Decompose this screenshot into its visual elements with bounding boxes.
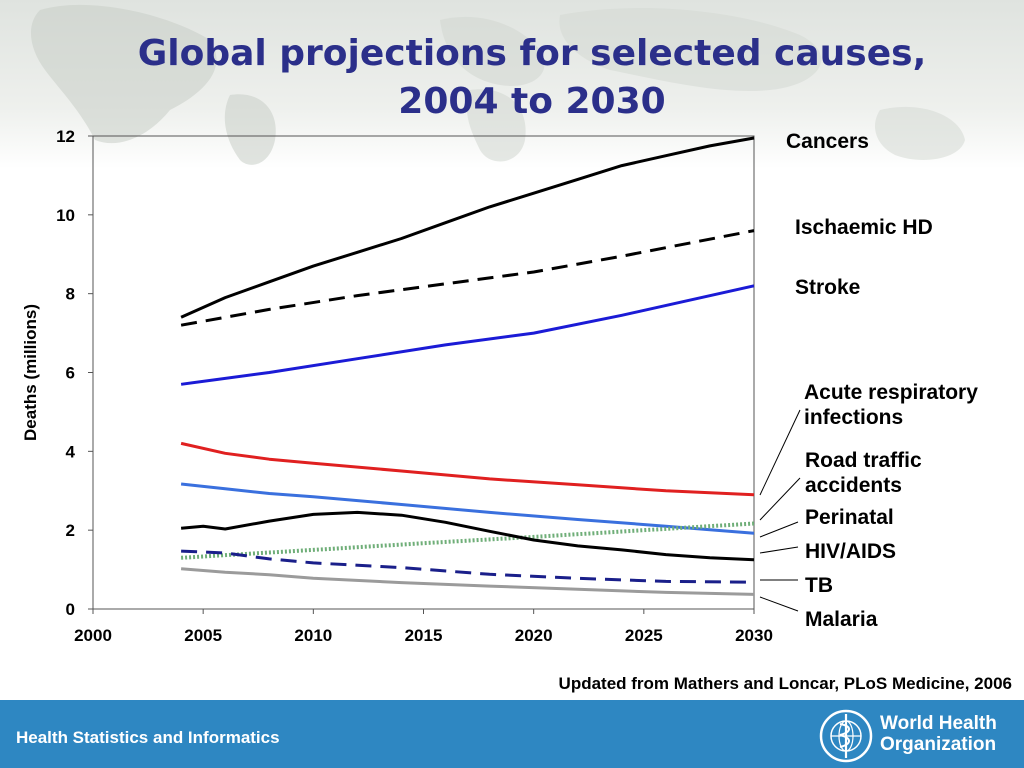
y-tick-label: 2 <box>66 521 75 540</box>
series-line-1 <box>180 229 755 327</box>
series-label-connector <box>759 477 801 521</box>
series-line-8 <box>180 567 755 596</box>
x-tick-label: 2030 <box>735 626 773 645</box>
series-label-7: TB <box>805 574 833 597</box>
who-name-line-1: World Health <box>880 713 997 734</box>
series-line-4 <box>180 482 755 535</box>
series-label-2: Stroke <box>795 276 860 299</box>
footer-department: Health Statistics and Informatics <box>16 728 280 747</box>
slide-title-line-1: Global projections for selected causes, <box>137 33 927 74</box>
world-map-background <box>30 4 965 165</box>
x-tick-label: 2015 <box>405 626 443 645</box>
series-label-0: Cancers <box>786 130 869 153</box>
who-emblem-icon <box>819 709 873 763</box>
series-label-4: Road traffic accidents <box>805 449 922 497</box>
series-label-6: HIV/AIDS <box>805 540 896 563</box>
y-axis-label: Deaths (millions) <box>21 304 40 441</box>
series-label-line: Acute respiratory <box>804 381 978 404</box>
slide-title-line-2: 2004 to 2030 <box>398 81 666 122</box>
y-tick-label: 6 <box>66 364 75 383</box>
series-label-line: infections <box>804 406 903 429</box>
chart-series-labels: Cancers Ischaemic HD Stroke Acute respirato… <box>759 130 978 631</box>
x-tick-label: 2010 <box>294 626 332 645</box>
series-line-3 <box>180 441 755 497</box>
footer-bar: Health Statistics and Informatics World … <box>0 700 1024 768</box>
series-label-connector <box>759 546 799 554</box>
series-line-0 <box>180 136 755 319</box>
series-label-1: Ischaemic HD <box>795 216 933 239</box>
source-citation: Updated from Mathers and Loncar, PLoS Me… <box>558 674 1012 693</box>
series-label-connector <box>759 596 799 612</box>
chart-series <box>180 136 755 596</box>
series-label-8: Malaria <box>805 608 878 631</box>
series-label-connector <box>759 521 799 538</box>
x-tick-label: 2000 <box>74 626 112 645</box>
y-tick-label: 10 <box>56 206 75 225</box>
who-name: World Health Organization <box>880 713 997 755</box>
series-label-5: Perinatal <box>805 506 894 529</box>
series-line-2 <box>180 284 755 386</box>
series-label-connector <box>759 409 801 496</box>
series-line-6 <box>180 510 755 562</box>
x-tick-label: 2025 <box>625 626 663 645</box>
x-tick-label: 2005 <box>184 626 222 645</box>
y-tick-label: 4 <box>66 442 76 461</box>
series-line-7 <box>181 549 755 584</box>
y-tick-label: 8 <box>66 285 75 304</box>
who-name-line-2: Organization <box>880 734 997 755</box>
chart-axes: 2000 2005 2010 2015 2020 2025 2030 0 2 4 6 8 10 12 Dea… <box>21 127 773 645</box>
series-label-line: accidents <box>805 474 902 497</box>
y-tick-label: 12 <box>56 127 75 146</box>
plot-area-frame <box>92 135 755 610</box>
y-tick-label: 0 <box>66 600 75 619</box>
series-label-line: Road traffic <box>805 449 922 472</box>
series-label-3: Acute respiratory infections <box>804 381 978 429</box>
x-tick-label: 2020 <box>515 626 553 645</box>
series-line-5 <box>180 521 755 560</box>
